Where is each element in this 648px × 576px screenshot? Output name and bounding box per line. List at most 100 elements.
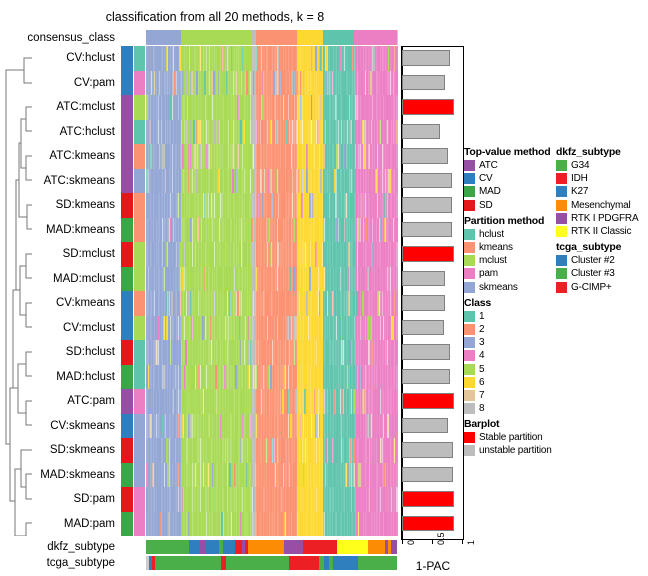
heatmap-cell (222, 119, 226, 144)
legend-swatch-icon (464, 255, 475, 267)
heatmap-cell (299, 217, 302, 242)
legend-item[interactable]: 4 (464, 349, 556, 362)
heatmap-cell (153, 46, 156, 71)
topvalue-method-cell (121, 315, 133, 340)
heatmap-cell (277, 144, 280, 169)
legend-item-label: Stable partition (479, 432, 543, 444)
heatmap-cell (254, 242, 257, 267)
heatmap-cell (156, 217, 160, 242)
legend-item[interactable]: ATC (464, 159, 556, 172)
legend-item[interactable]: IDH (556, 172, 648, 185)
heatmap-cell (211, 95, 215, 120)
heatmap-cell (357, 46, 360, 71)
legend-item[interactable]: Stable partition (464, 431, 556, 444)
heatmap-cell (279, 144, 282, 169)
heatmap-cell (360, 217, 364, 242)
heatmap-cell (320, 95, 323, 120)
legend-item[interactable]: RTK I PDGFRA (556, 212, 648, 225)
heatmap-cell (359, 144, 362, 169)
heatmap-cell (263, 46, 266, 71)
heatmap-cell (189, 266, 193, 291)
heatmap-cell (208, 266, 211, 291)
heatmap-cell (178, 217, 182, 242)
legend-item[interactable]: skmeans (464, 281, 556, 294)
heatmap-cell (243, 70, 246, 95)
heatmap-cell (285, 193, 288, 218)
heatmap-cell (224, 266, 227, 291)
legend-item[interactable]: pam (464, 267, 556, 280)
heatmap-cell (360, 119, 364, 144)
heatmap-cell (371, 46, 375, 71)
heatmap-cell (161, 119, 164, 144)
heatmap-cell (215, 144, 218, 169)
legend-item[interactable]: 7 (464, 389, 556, 402)
heatmap-cell (395, 119, 398, 144)
heatmap-cell (332, 168, 335, 193)
heatmap-cell (230, 46, 233, 71)
heatmap-cell (332, 242, 335, 267)
heatmap-cell (215, 168, 218, 193)
heatmap-cell (215, 193, 218, 218)
legend-item[interactable]: G34 (556, 159, 648, 172)
heatmap-cell (285, 119, 288, 144)
heatmap-cell (373, 46, 376, 71)
legend-item[interactable]: Cluster #2 (556, 254, 648, 267)
legend-item[interactable]: K27 (556, 185, 648, 198)
heatmap-cell (299, 46, 302, 71)
heatmap-cell (265, 217, 268, 242)
heatmap-cell (386, 242, 389, 267)
legend-item[interactable]: Mesenchymal (556, 199, 648, 212)
legend-title: Barplot (464, 418, 500, 431)
heatmap-cell (318, 144, 321, 169)
legend-item[interactable]: 2 (464, 323, 556, 336)
consensus-class-block (397, 30, 398, 45)
heatmap-cell (340, 217, 343, 242)
heatmap-cell (274, 119, 277, 144)
legend-item[interactable]: SD (464, 199, 556, 212)
legend-item[interactable]: G-CIMP+ (556, 281, 648, 294)
heatmap-cell (269, 168, 273, 193)
legend-item[interactable]: MAD (464, 185, 556, 198)
heatmap-cell (222, 144, 226, 169)
heatmap-cell (167, 266, 171, 291)
heatmap-cell (221, 217, 224, 242)
heatmap-cell (202, 168, 205, 193)
heatmap-cell (210, 119, 213, 144)
dkfz-subtype-block (248, 540, 284, 554)
heatmap-cell (243, 193, 246, 218)
heatmap-cell (269, 144, 273, 169)
legend-item[interactable]: kmeans (464, 241, 556, 254)
legend-item[interactable]: unstable partition (464, 444, 556, 457)
heatmap-cell (298, 168, 301, 193)
heatmap-cell (351, 217, 354, 242)
legend-item[interactable]: 6 (464, 376, 556, 389)
heatmap-cell (323, 144, 326, 169)
legend-item[interactable]: RTK II Classic (556, 225, 648, 238)
heatmap-cell (233, 70, 236, 95)
legend-item[interactable]: 3 (464, 336, 556, 349)
heatmap-cell (161, 217, 164, 242)
legend-item[interactable]: 8 (464, 402, 556, 415)
heatmap-cell (342, 168, 345, 193)
legend-item[interactable]: 1 (464, 310, 556, 323)
heatmap-cell (318, 217, 321, 242)
heatmap-cell (295, 168, 298, 193)
heatmap-cell (171, 266, 174, 291)
heatmap-cell (353, 119, 356, 144)
legend-item[interactable]: mclust (464, 254, 556, 267)
heatmap-cell (346, 168, 349, 193)
heatmap-cell (392, 46, 395, 71)
heatmap-cell (169, 119, 172, 144)
heatmap-cell (326, 242, 329, 267)
heatmap-cell (191, 242, 194, 267)
heatmap-cell (232, 95, 235, 120)
legend-item[interactable]: Cluster #3 (556, 267, 648, 280)
heatmap-cell (196, 266, 199, 291)
heatmap-cell (279, 95, 282, 120)
heatmap-cell (147, 119, 150, 144)
heatmap-cell (160, 193, 163, 218)
heatmap-cell (370, 95, 373, 120)
legend-item[interactable]: CV (464, 172, 556, 185)
legend-item[interactable]: 5 (464, 362, 556, 375)
legend-item[interactable]: hclust (464, 228, 556, 241)
